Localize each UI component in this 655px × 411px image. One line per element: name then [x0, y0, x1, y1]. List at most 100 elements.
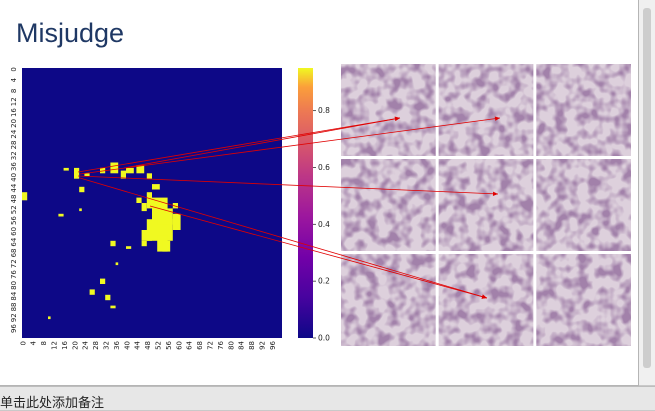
- y-tick-label: 80: [10, 281, 18, 290]
- y-tick-label: 96: [10, 324, 18, 333]
- heatmap-cell: [141, 203, 147, 212]
- slide-canvas[interactable]: Misjudge 0 4 8 12 16 20 2: [0, 0, 655, 386]
- heatmap-cell: [115, 262, 119, 266]
- heatmap-cell: [126, 246, 132, 249]
- x-tick-label: 16: [61, 340, 69, 349]
- heatmap-cell: [84, 173, 90, 176]
- y-tick-label: 60: [10, 227, 18, 236]
- y-tick-label: 32: [10, 151, 18, 160]
- arrow: [149, 205, 488, 299]
- y-tick-label: 24: [10, 129, 18, 138]
- y-tick-label: 68: [10, 248, 18, 257]
- heatmap-cell: [136, 197, 142, 203]
- heatmap-cell: [79, 208, 82, 212]
- y-tick-label: 76: [10, 270, 18, 279]
- colorbar-tick-label: 0.6: [318, 163, 330, 172]
- heatmap-cell: [63, 167, 69, 171]
- scrollbar-thumb[interactable]: [643, 8, 651, 368]
- heatmap-cell: [146, 192, 152, 209]
- x-tick-label: 48: [144, 341, 152, 350]
- misjudge-arrows: [77, 116, 501, 299]
- colorbar-tick-label: 0.4: [318, 220, 330, 229]
- heatmap-cell: [110, 305, 116, 309]
- x-tick-label: 96: [269, 340, 277, 349]
- heatmap-cell: [58, 213, 64, 217]
- heatmap-x-axis: 0 4 8 12 16 20 24 28 32 36 40 44 48 52 56 60 64 68 72 76 80 8…: [19, 340, 277, 349]
- colorbar-tick-label: 0.0: [318, 334, 330, 343]
- x-tick-label: 60: [175, 341, 183, 350]
- y-tick-label: 40: [10, 173, 18, 182]
- x-tick-label: 72: [207, 341, 215, 350]
- notes-pane[interactable]: 单击此处添加备注: [0, 386, 655, 411]
- x-tick-label: 40: [123, 341, 131, 350]
- heatmap-cell: [22, 192, 28, 201]
- x-tick-label: 4: [30, 340, 38, 345]
- x-tick-label: 0: [19, 341, 27, 345]
- tissue-patch: [341, 64, 436, 156]
- figure-image: 0 4 8 12 16 20 24 28 32 36 40 44 48 52 56 60 64 68 72 76 80 8…: [10, 63, 632, 350]
- heatmap-cell: [141, 240, 147, 247]
- y-tick-label: 0: [10, 67, 18, 71]
- heatmap-cell: [48, 316, 51, 320]
- tissue-patch: [438, 254, 534, 346]
- y-tick-label: 8: [10, 89, 18, 93]
- x-tick-label: 8: [40, 341, 48, 345]
- colorbar-tick-label: 0.2: [318, 277, 330, 286]
- y-tick-label: 56: [10, 216, 18, 225]
- x-tick-label: 64: [186, 340, 194, 349]
- x-tick-label: 80: [227, 341, 235, 350]
- heatmap-cell: [105, 294, 111, 301]
- tissue-patch: [438, 159, 534, 251]
- y-tick-label: 12: [10, 97, 18, 106]
- colorbar-gradient: [298, 68, 313, 338]
- heatmap-y-axis: 0481216202428323640444852566064687276808…: [10, 67, 18, 333]
- arrow: [79, 116, 501, 175]
- heatmap-cell: [100, 278, 106, 284]
- heatmap: 0 4 8 12 16 20 24 28 32 36 40 44 48 52 56 60 64 68 72 76 80 8…: [10, 67, 282, 350]
- x-tick-label: 84: [238, 340, 246, 349]
- x-tick-label: 88: [248, 341, 256, 350]
- heatmap-cell: [146, 173, 152, 179]
- y-tick-label: 92: [10, 313, 18, 322]
- tissue-patch: [341, 159, 436, 251]
- x-tick-label: 32: [103, 341, 111, 350]
- x-tick-label: 68: [196, 341, 204, 350]
- y-tick-label: 64: [10, 237, 18, 246]
- heatmap-cell: [172, 213, 181, 230]
- y-tick-label: 72: [10, 259, 18, 268]
- heatmap-cell: [74, 167, 80, 179]
- y-tick-label: 84: [10, 291, 18, 300]
- heatmap-cell: [162, 240, 171, 252]
- arrow: [123, 116, 401, 169]
- heatmap-cell: [152, 184, 160, 190]
- heatmap-cell: [79, 186, 85, 193]
- tissue-patch: [536, 159, 631, 251]
- y-tick-label: 88: [10, 302, 18, 311]
- y-tick-label: 16: [10, 108, 18, 117]
- heatmap-hotspots: [22, 162, 181, 320]
- tissue-patch: [438, 64, 534, 156]
- heatmap-cell: [120, 170, 126, 179]
- colorbar: 0.0 0.2 0.4 0.6 0.8: [298, 68, 330, 343]
- x-tick-label: 24: [82, 340, 90, 349]
- y-tick-label: 36: [10, 162, 18, 171]
- heatmap-cell: [136, 165, 145, 174]
- y-tick-label: 48: [10, 194, 18, 203]
- heatmap-cell: [172, 203, 178, 209]
- y-tick-label: 52: [10, 205, 18, 214]
- heatmap-cell: [126, 167, 134, 174]
- colorbar-ticks: 0.0 0.2 0.4 0.6 0.8: [313, 106, 330, 343]
- y-tick-label: 44: [10, 183, 18, 192]
- y-tick-label: 4: [10, 77, 18, 82]
- tissue-patch: [341, 254, 436, 346]
- x-tick-label: 44: [134, 340, 142, 349]
- x-tick-label: 52: [155, 341, 163, 350]
- patch-grid: [340, 63, 632, 347]
- x-tick-label: 28: [92, 341, 100, 350]
- slide-title[interactable]: Misjudge: [16, 18, 125, 48]
- y-tick-label: 28: [10, 140, 18, 149]
- notes-placeholder[interactable]: 单击此处添加备注: [0, 396, 105, 411]
- x-tick-label: 36: [113, 340, 121, 349]
- x-tick-label: 20: [71, 341, 79, 350]
- x-tick-label: 12: [51, 341, 59, 350]
